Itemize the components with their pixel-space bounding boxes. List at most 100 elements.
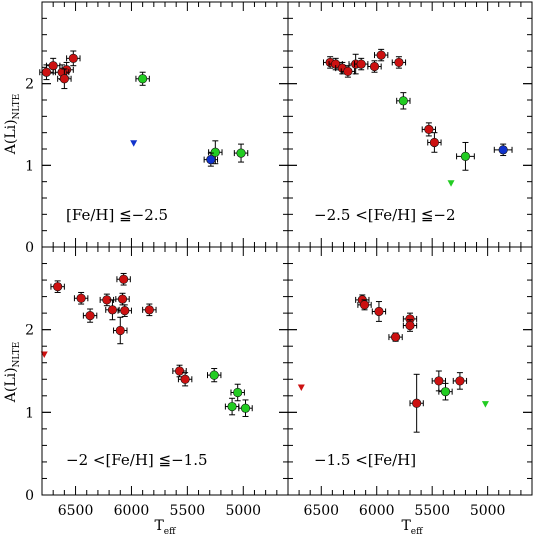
data-marker [434, 376, 444, 386]
data-point [367, 60, 382, 73]
y-axis-title-sub: NLTE [12, 94, 22, 120]
panel-2-label: −2.5 <[Fe/H] ≦−2 [314, 206, 456, 224]
data-marker [405, 320, 415, 331]
data-point [396, 92, 411, 110]
x-axis-title-main: T [401, 518, 411, 534]
data-marker [76, 293, 86, 303]
data-marker [369, 61, 380, 72]
y-axis-title-main: A(Li) [3, 119, 19, 155]
x-tick-label: 5000 [225, 503, 261, 519]
data-marker [59, 74, 69, 84]
data-point [50, 280, 65, 293]
x-tick-label: 6000 [359, 503, 395, 519]
data-point [238, 399, 253, 417]
data-point [57, 68, 72, 90]
data-point [99, 293, 115, 307]
frame-layer: 0 1 2 0 1 2 6500 6000 5500 5000 6500 6000 5500 5000 A(… [3, 1, 533, 537]
data-marker [85, 311, 95, 321]
data-marker [429, 137, 440, 148]
x-tick-label: 6500 [58, 503, 94, 519]
data-marker [376, 50, 386, 60]
data-point [73, 291, 89, 305]
data-marker [180, 374, 190, 384]
x-tick-label: 6500 [303, 503, 339, 519]
panel-3-label: −2 <[Fe/H] ≦−1.5 [66, 451, 208, 469]
data-marker [390, 332, 401, 342]
y-tick-label: 0 [25, 488, 34, 504]
data-marker [206, 155, 216, 165]
panel-1: [Fe/H] ≦−2.5 [39, 2, 288, 248]
upper-limit-marker [447, 180, 455, 187]
y-axis-title-main: A(Li) [3, 367, 19, 403]
data-marker [174, 366, 185, 376]
data-point [374, 48, 389, 62]
panel-2: −2.5 <[Fe/H] ≦−2 [288, 2, 532, 248]
y-tick-label: 2 [25, 323, 34, 339]
panel-1-ticks [42, 2, 288, 248]
data-point [402, 319, 418, 332]
data-marker [48, 61, 58, 71]
y-tick-label: 0 [25, 240, 34, 256]
data-point [82, 308, 98, 323]
x-axis-title-sub: eff [164, 527, 176, 537]
upper-limit-marker [130, 140, 138, 147]
data-marker [356, 59, 366, 69]
data-point [493, 143, 513, 157]
panels-layer: [Fe/H] ≦−2.5 −2.5 <[Fe/H] ≦−2 −2 <[Fe/H] ≦… [39, 2, 532, 496]
y-axis-title-sub: NLTE [12, 342, 22, 368]
data-point [206, 368, 222, 383]
x-tick-label: 5500 [414, 503, 450, 519]
data-marker [53, 282, 63, 292]
data-marker [233, 387, 243, 398]
panel-4-label: −1.5 <[Fe/H] [314, 451, 416, 469]
data-marker [398, 96, 408, 106]
data-marker [227, 401, 237, 412]
data-point [115, 292, 130, 306]
data-marker [498, 145, 508, 155]
data-marker [440, 387, 451, 397]
data-marker [236, 148, 246, 158]
data-marker [394, 57, 404, 68]
data-point [66, 50, 81, 67]
data-marker [460, 151, 471, 161]
data-point [208, 140, 223, 165]
data-marker [117, 294, 128, 304]
data-marker [240, 403, 251, 413]
data-point [431, 370, 446, 392]
data-point [427, 132, 442, 153]
data-point [452, 372, 468, 390]
data-point [230, 383, 245, 402]
x-tick-label: 6000 [114, 503, 150, 519]
data-marker [374, 306, 384, 317]
data-marker [115, 325, 125, 336]
data-point [357, 299, 372, 311]
data-point [177, 372, 193, 387]
data-marker [107, 305, 118, 315]
panel-1-label: [Fe/H] ≦−2.5 [66, 206, 168, 224]
data-point [224, 397, 240, 416]
data-marker [209, 370, 219, 380]
data-marker [119, 274, 129, 284]
upper-limit-marker [481, 401, 489, 408]
y-tick-label: 2 [25, 77, 34, 93]
data-point [117, 304, 132, 317]
panel-4: −1.5 <[Fe/H] [288, 247, 532, 496]
data-marker [210, 147, 220, 157]
data-marker [68, 53, 78, 63]
data-marker [455, 376, 465, 386]
data-marker [144, 305, 154, 315]
x-axis-title-sub: eff [411, 527, 423, 537]
data-point [340, 65, 356, 78]
panel-2-ticks [288, 2, 532, 248]
upper-limit-marker [297, 384, 305, 392]
data-marker [120, 306, 130, 316]
panel-3: −2 <[Fe/H] ≦−1.5 [40, 247, 288, 496]
data-point [203, 152, 219, 167]
panel-frame [287, 246, 533, 496]
data-point [39, 64, 54, 81]
data-marker [138, 74, 148, 84]
data-marker [424, 124, 434, 134]
data-marker [359, 300, 370, 310]
data-point [456, 141, 475, 171]
